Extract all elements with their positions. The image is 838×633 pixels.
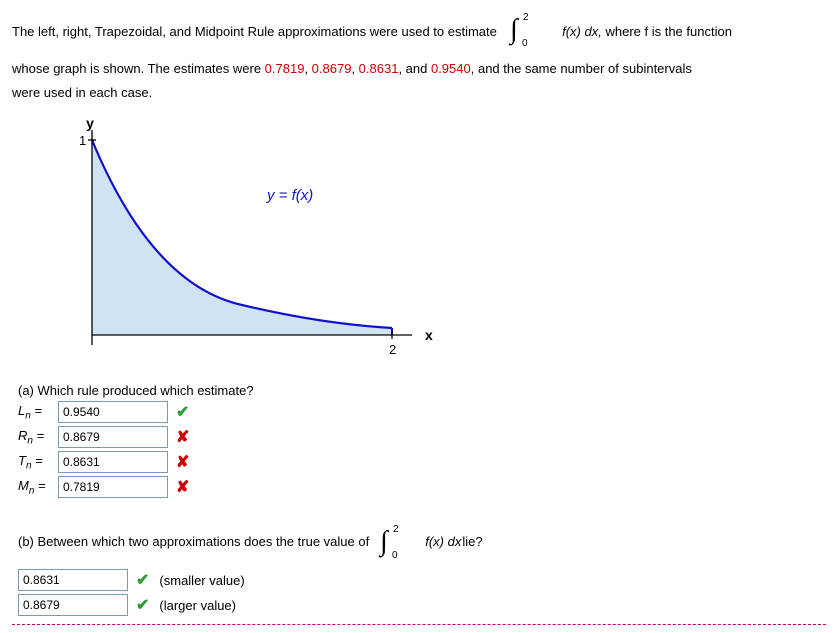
svg-text:2: 2 <box>393 524 399 535</box>
x-tick-label: 2 <box>389 342 396 357</box>
line2b: , and the same number of subintervals <box>471 61 692 76</box>
rule-label: Mn = <box>18 478 58 497</box>
y-axis-label: y <box>86 120 94 131</box>
answer-row: Ln = ✔ <box>18 401 826 423</box>
part-a: (a) Which rule produced which estimate? … <box>18 383 826 498</box>
part-b-question-a: (b) Between which two approximations doe… <box>18 534 369 549</box>
answer-input[interactable] <box>58 401 168 423</box>
answer-row: Tn = ✘ <box>18 451 826 473</box>
integral-2: ∫ 2 0 <box>374 520 420 563</box>
cross-icon: ✘ <box>176 477 189 497</box>
part-b: (b) Between which two approximations doe… <box>18 520 826 616</box>
cross-icon: ✘ <box>176 452 189 472</box>
value-hint: (smaller value) <box>159 573 244 588</box>
answer-input[interactable] <box>58 426 168 448</box>
y-tick-label: 1 <box>79 133 86 148</box>
answer-row: Rn = ✘ <box>18 426 826 448</box>
x-axis-label: x <box>425 327 433 343</box>
line2a: whose graph is shown. The estimates were <box>12 61 265 76</box>
check-icon: ✔ <box>136 570 149 590</box>
problem-statement: The left, right, Trapezoidal, and Midpoi… <box>12 8 826 106</box>
estimate-4: 0.9540 <box>431 61 471 76</box>
rule-label: Tn = <box>18 453 58 472</box>
function-graph: y 1 x 2 y = f(x) <box>62 120 826 373</box>
part-b-question-b: lie? <box>462 534 482 549</box>
answer-row: ✔ (smaller value) <box>18 569 826 591</box>
part-a-question: (a) Which rule produced which estimate? <box>18 383 826 398</box>
intro-text-2: where f is the function <box>605 24 731 39</box>
line3: were used in each case. <box>12 85 152 100</box>
value-hint: (larger value) <box>159 598 236 613</box>
answer-input[interactable] <box>18 569 128 591</box>
rule-label: Rn = <box>18 428 58 447</box>
curve-label: y = f(x) <box>266 187 313 204</box>
svg-text:∫: ∫ <box>378 526 390 558</box>
svg-text:2: 2 <box>523 12 529 23</box>
intro-text-1: The left, right, Trapezoidal, and Midpoi… <box>12 24 500 39</box>
rule-label: Ln = <box>18 403 58 422</box>
answer-input[interactable] <box>18 594 128 616</box>
integrand-1: f(x) dx, <box>562 24 602 39</box>
integrand-2: f(x) dx <box>425 534 461 549</box>
check-icon: ✔ <box>176 402 189 422</box>
integral-1: ∫ 2 0 <box>504 8 554 57</box>
cross-icon: ✘ <box>176 427 189 447</box>
answer-row: Mn = ✘ <box>18 476 826 498</box>
estimate-3: 0.8631 <box>359 61 399 76</box>
answer-input[interactable] <box>58 476 168 498</box>
divider <box>12 624 826 625</box>
estimate-1: 0.7819 <box>265 61 305 76</box>
answer-input[interactable] <box>58 451 168 473</box>
svg-text:0: 0 <box>522 38 528 48</box>
estimate-2: 0.8679 <box>312 61 352 76</box>
svg-text:0: 0 <box>392 550 398 560</box>
svg-text:∫: ∫ <box>508 14 520 46</box>
answer-row: ✔ (larger value) <box>18 594 826 616</box>
check-icon: ✔ <box>136 595 149 615</box>
